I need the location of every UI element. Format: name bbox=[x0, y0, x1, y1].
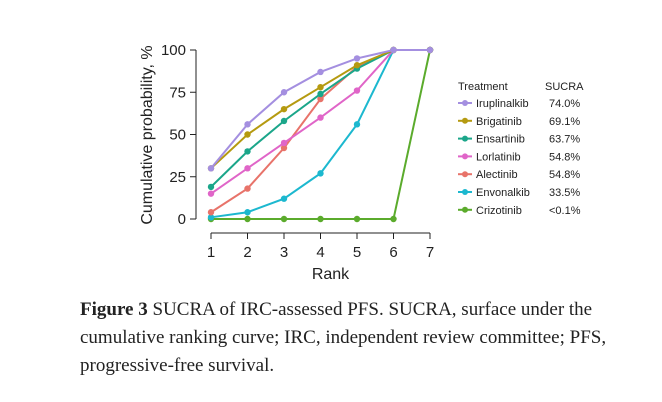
legend-sucra-value: 33.5% bbox=[549, 187, 580, 199]
legend-sucra-value: 69.1% bbox=[549, 116, 580, 128]
legend-item-alectinib: Alectinib 54.8% bbox=[458, 169, 580, 181]
y-tick-label: 0 bbox=[178, 211, 186, 228]
legend-label: Crizotinib bbox=[476, 205, 522, 217]
data-point-alectinib bbox=[244, 185, 251, 192]
x-tick-label: 5 bbox=[353, 244, 361, 261]
x-tick-label: 6 bbox=[389, 244, 397, 261]
x-axis-title: Rank bbox=[312, 266, 350, 283]
legend-value-header: SUCRA bbox=[545, 81, 584, 93]
legend-swatch-marker bbox=[462, 189, 468, 195]
figure-label: Figure 3 bbox=[80, 299, 148, 320]
legend-label: Envonalkib bbox=[476, 187, 530, 199]
legend-item-ensartinib: Ensartinib 63.7% bbox=[458, 134, 580, 146]
x-tick-label: 7 bbox=[426, 244, 434, 261]
y-tick-label: 100 bbox=[161, 42, 186, 59]
legend-sucra-value: 74.0% bbox=[549, 98, 580, 110]
data-point-alectinib bbox=[207, 209, 215, 216]
data-point-ensartinib bbox=[280, 117, 288, 125]
data-point-iruplinalkib bbox=[317, 68, 324, 76]
legend-item-crizotinib: Crizotinib <0.1% bbox=[458, 205, 581, 217]
data-point-iruplinalkib bbox=[244, 121, 251, 128]
data-point-brigatinib bbox=[244, 131, 251, 138]
chart-axes: 0 25 50 75 100 1 2 3 4 5 6 7 Rank Cumulative probabil… bbox=[139, 42, 434, 283]
data-point-brigatinib bbox=[353, 62, 361, 69]
series-line-iruplinalkib bbox=[210, 49, 430, 169]
data-point-crizotinib bbox=[317, 215, 324, 223]
data-point-brigatinib bbox=[280, 105, 288, 113]
legend-sucra-value: <0.1% bbox=[549, 205, 581, 217]
data-point-lorlatinib bbox=[207, 190, 215, 197]
legend-swatch-marker bbox=[462, 100, 468, 106]
data-point-iruplinalkib bbox=[207, 165, 215, 172]
x-tick-label: 3 bbox=[280, 244, 288, 261]
legend-sucra-value: 54.8% bbox=[549, 151, 580, 163]
y-tick-label: 25 bbox=[169, 169, 186, 186]
data-point-crizotinib bbox=[280, 215, 288, 223]
sucra-chart: 0 25 50 75 100 1 2 3 4 5 6 7 Rank Cumulative probabil… bbox=[139, 42, 584, 283]
series-line-crizotinib bbox=[211, 49, 431, 220]
legend-label: Ensartinib bbox=[476, 134, 525, 146]
data-point-envonalkib bbox=[207, 214, 215, 221]
data-point-crizotinib bbox=[390, 215, 397, 223]
data-point-lorlatinib bbox=[280, 139, 288, 147]
data-point-alectinib bbox=[317, 95, 324, 103]
legend-sucra-value: 63.7% bbox=[549, 134, 580, 146]
data-point-brigatinib bbox=[317, 83, 324, 91]
y-tick-label: 75 bbox=[169, 84, 186, 101]
x-tick-label: 4 bbox=[316, 244, 324, 261]
legend-swatch-marker bbox=[462, 153, 468, 160]
figure-caption: Figure 3 SUCRA of IRC-assessed PFS. SUCR… bbox=[80, 296, 650, 380]
legend-title: Treatment bbox=[458, 81, 508, 93]
y-axis-title: Cumulative probability, % bbox=[139, 45, 156, 224]
legend-sucra-value: 54.8% bbox=[549, 169, 580, 181]
legend-swatch-marker bbox=[462, 135, 468, 142]
data-point-lorlatinib bbox=[317, 114, 324, 121]
x-tick-label: 1 bbox=[207, 244, 215, 261]
plot-area bbox=[207, 46, 434, 223]
legend: Treatment SUCRA Iruplinalkib 74.0% Brigatini… bbox=[458, 81, 584, 217]
figure-caption-text: SUCRA of IRC-assessed PFS. SUCRA, surfac… bbox=[80, 299, 607, 376]
data-point-iruplinalkib bbox=[426, 46, 434, 54]
data-point-envonalkib bbox=[317, 170, 324, 177]
data-point-ensartinib bbox=[207, 183, 215, 191]
x-tick-label: 2 bbox=[243, 244, 251, 261]
data-point-lorlatinib bbox=[244, 165, 251, 172]
legend-swatch-marker bbox=[462, 171, 468, 178]
data-point-envonalkib bbox=[280, 195, 288, 202]
data-point-envonalkib bbox=[244, 209, 251, 216]
data-point-ensartinib bbox=[244, 148, 251, 155]
legend-label: Alectinib bbox=[476, 169, 518, 181]
data-point-iruplinalkib bbox=[353, 55, 361, 62]
legend-item-lorlatinib: Lorlatinib 54.8% bbox=[458, 151, 580, 163]
data-point-crizotinib bbox=[353, 215, 361, 223]
data-point-iruplinalkib bbox=[390, 46, 397, 54]
legend-label: Lorlatinib bbox=[476, 151, 521, 163]
data-point-iruplinalkib bbox=[280, 89, 288, 96]
legend-item-iruplinalkib: Iruplinalkib 74.0% bbox=[458, 98, 580, 110]
data-point-envonalkib bbox=[353, 121, 361, 128]
legend-item-envonalkib: Envonalkib 33.5% bbox=[458, 187, 580, 199]
legend-label: Brigatinib bbox=[476, 116, 522, 128]
series-line-brigatinib bbox=[210, 49, 430, 170]
data-point-crizotinib bbox=[244, 215, 251, 223]
legend-item-brigatinib: Brigatinib 69.1% bbox=[458, 116, 580, 128]
legend-label: Iruplinalkib bbox=[476, 98, 529, 110]
data-point-ensartinib bbox=[317, 90, 324, 98]
data-point-alectinib bbox=[280, 144, 288, 152]
legend-swatch-marker bbox=[462, 117, 468, 124]
y-tick-label: 50 bbox=[169, 127, 186, 144]
data-point-lorlatinib bbox=[353, 87, 361, 94]
legend-swatch-marker bbox=[462, 206, 468, 213]
